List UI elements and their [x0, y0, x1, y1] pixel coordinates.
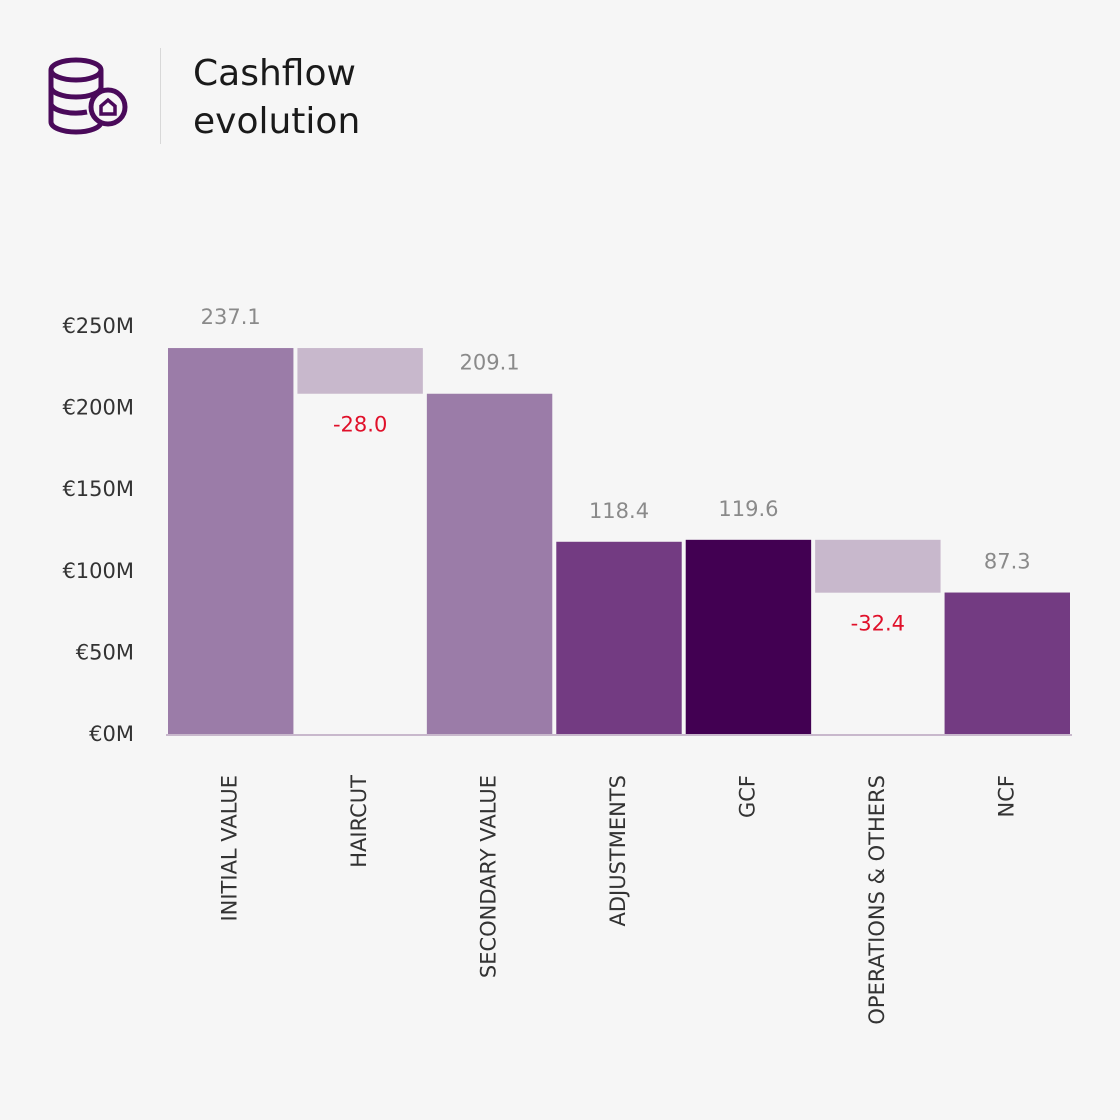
bar [944, 592, 1070, 735]
x-tick-label: ADJUSTMENTS [606, 775, 630, 927]
x-tick-label: OPERATIONS & OTHERS [865, 775, 889, 1025]
x-tick-label: INITIAL VALUE [218, 775, 242, 922]
y-tick-label: €0M [89, 722, 134, 746]
y-tick-label: €200M [62, 396, 134, 420]
value-label: -28.0 [333, 413, 387, 437]
y-tick-label: €250M [62, 314, 134, 338]
separator [160, 48, 161, 144]
y-tick-label: €100M [62, 559, 134, 583]
x-tick-label: HAIRCUT [347, 775, 371, 868]
value-label: 87.3 [984, 550, 1031, 574]
coins-icon [48, 57, 128, 135]
y-tick-label: €50M [76, 640, 134, 664]
bar [168, 348, 294, 735]
bar [556, 541, 682, 735]
value-label: 118.4 [589, 499, 649, 523]
x-tick-label: SECONDARY VALUE [477, 775, 501, 978]
x-tick-label: GCF [735, 775, 759, 818]
y-tick-label: €150M [62, 477, 134, 501]
x-tick-label: NCF [994, 775, 1018, 817]
title: Cashflow evolution [193, 53, 361, 142]
value-label: 119.6 [718, 497, 778, 521]
bar [685, 539, 812, 735]
bar [297, 348, 423, 394]
bar [815, 539, 941, 593]
value-label: 209.1 [460, 351, 520, 375]
bar [426, 393, 553, 735]
value-label: 237.1 [201, 305, 261, 329]
value-label: -32.4 [851, 612, 905, 636]
